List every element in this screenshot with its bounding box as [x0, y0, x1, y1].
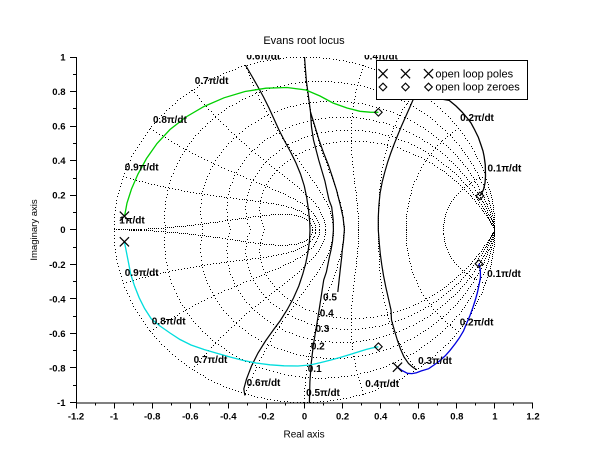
- svg-text:-1: -1: [110, 412, 119, 423]
- svg-text:1: 1: [60, 53, 66, 64]
- svg-text:0.6π/dt: 0.6π/dt: [246, 52, 280, 63]
- svg-text:0.4: 0.4: [374, 412, 388, 423]
- svg-text:0.9π/dt: 0.9π/dt: [125, 162, 159, 173]
- svg-text:0.4: 0.4: [320, 308, 334, 319]
- svg-text:0.3: 0.3: [315, 324, 329, 335]
- svg-text:-0.4: -0.4: [49, 294, 66, 305]
- svg-text:0.3π/dt: 0.3π/dt: [418, 356, 452, 367]
- svg-text:0.1π/dt: 0.1π/dt: [488, 163, 522, 174]
- svg-text:0.8: 0.8: [450, 412, 463, 423]
- svg-text:0.2π/dt: 0.2π/dt: [460, 317, 494, 328]
- svg-text:0.6: 0.6: [52, 122, 65, 133]
- svg-text:1.2: 1.2: [526, 412, 539, 423]
- svg-text:1: 1: [492, 412, 498, 423]
- svg-text:0.2: 0.2: [336, 412, 349, 423]
- svg-text:open loop poles: open loop poles: [435, 68, 513, 80]
- svg-text:0.4: 0.4: [52, 156, 66, 167]
- svg-text:-0.8: -0.8: [49, 363, 65, 374]
- svg-text:-0.6: -0.6: [182, 412, 198, 423]
- svg-text:0.5: 0.5: [323, 293, 337, 304]
- svg-text:0.4π/dt: 0.4π/dt: [365, 379, 399, 390]
- svg-text:-0.2: -0.2: [258, 412, 274, 423]
- svg-text:0.6π/dt: 0.6π/dt: [247, 378, 281, 389]
- svg-text:0: 0: [302, 412, 307, 423]
- svg-text:-0.2: -0.2: [49, 260, 65, 271]
- svg-text:0.1: 0.1: [308, 364, 322, 375]
- svg-text:0.6: 0.6: [412, 412, 425, 423]
- svg-text:0.4π/dt: 0.4π/dt: [364, 52, 398, 63]
- svg-text:-0.6: -0.6: [49, 329, 65, 340]
- svg-text:open loop zeroes: open loop zeroes: [435, 82, 520, 94]
- svg-text:0.2: 0.2: [52, 191, 65, 202]
- svg-text:0.9π/dt: 0.9π/dt: [125, 268, 159, 279]
- svg-text:Evans root locus: Evans root locus: [263, 35, 345, 47]
- svg-text:0.8π/dt: 0.8π/dt: [153, 115, 187, 126]
- svg-text:0.7π/dt: 0.7π/dt: [195, 76, 229, 87]
- svg-text:0.5π/dt: 0.5π/dt: [306, 388, 340, 399]
- svg-text:0.1π/dt: 0.1π/dt: [487, 269, 521, 280]
- svg-text:0: 0: [60, 225, 65, 236]
- svg-text:0.2π/dt: 0.2π/dt: [460, 113, 494, 124]
- svg-text:-1.2: -1.2: [68, 412, 84, 423]
- svg-text:Imaginary axis: Imaginary axis: [29, 199, 40, 260]
- svg-text:1π/dt: 1π/dt: [119, 216, 145, 227]
- svg-text:-0.4: -0.4: [220, 412, 237, 423]
- svg-text:-1: -1: [57, 398, 66, 409]
- svg-text:0.2: 0.2: [311, 341, 325, 352]
- svg-text:0.7π/dt: 0.7π/dt: [194, 355, 228, 366]
- svg-text:-0.8: -0.8: [144, 412, 160, 423]
- svg-text:0.8: 0.8: [52, 87, 65, 98]
- svg-text:0.8π/dt: 0.8π/dt: [152, 317, 186, 328]
- svg-text:Real axis: Real axis: [284, 429, 325, 440]
